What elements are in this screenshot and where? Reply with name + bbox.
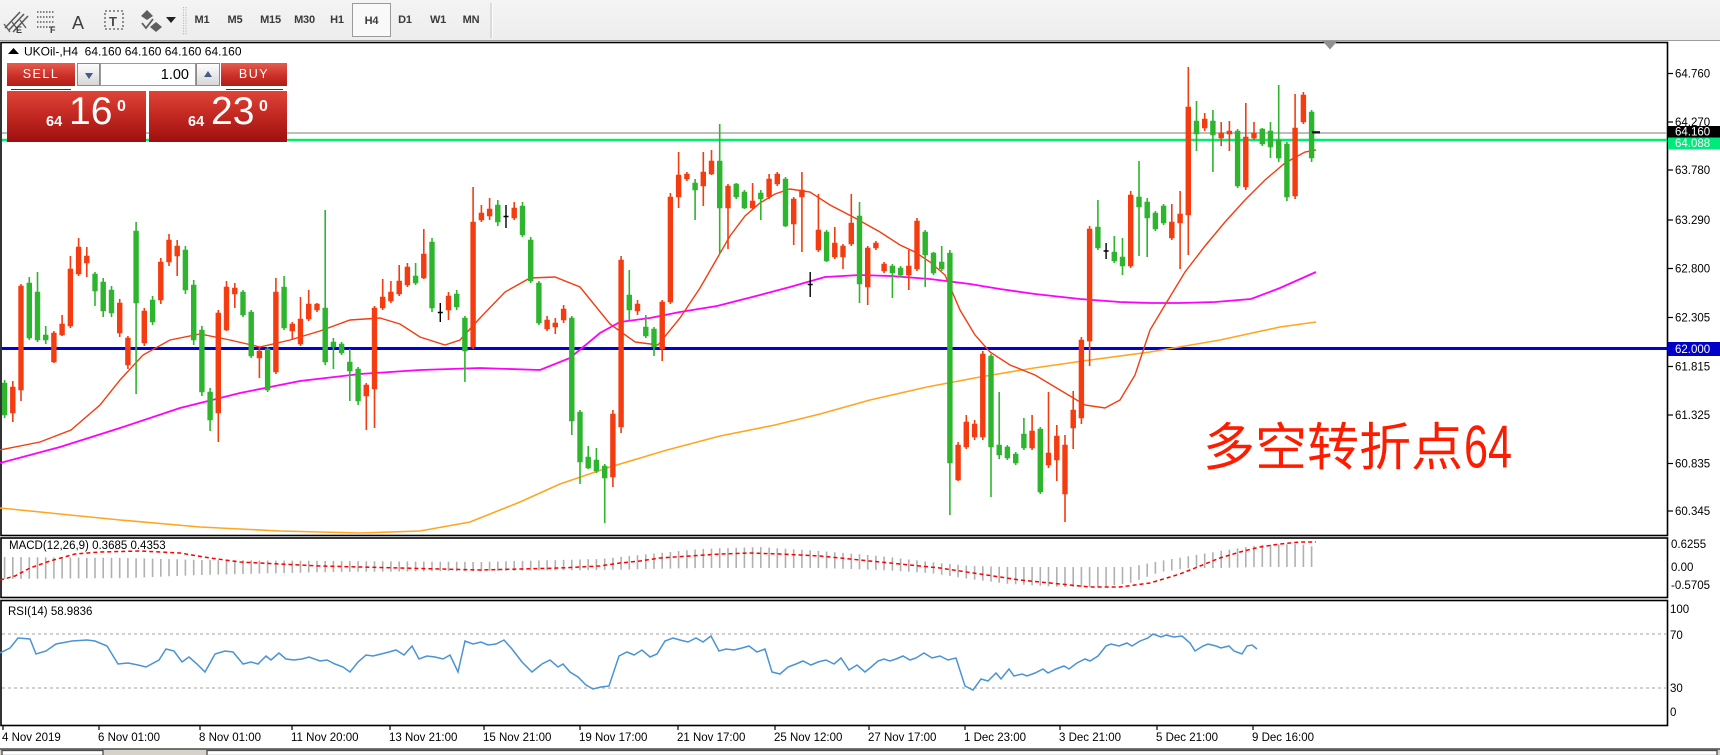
svg-text:62.800: 62.800 xyxy=(1675,264,1710,276)
svg-text:100: 100 xyxy=(1670,604,1689,616)
svg-text:0.6255: 0.6255 xyxy=(1671,539,1706,551)
svg-text:A: A xyxy=(72,13,84,33)
svg-text:0.00: 0.00 xyxy=(1671,562,1693,574)
svg-text:64.088: 64.088 xyxy=(1675,138,1710,150)
svg-text:3 Dec 21:00: 3 Dec 21:00 xyxy=(1059,732,1121,744)
svg-text:60.835: 60.835 xyxy=(1675,459,1710,471)
svg-text:9 Dec 16:00: 9 Dec 16:00 xyxy=(1252,732,1314,744)
svg-text:61.325: 61.325 xyxy=(1675,410,1710,422)
svg-text:0: 0 xyxy=(1670,707,1676,719)
svg-text:13 Nov 21:00: 13 Nov 21:00 xyxy=(389,732,457,744)
svg-text:25 Nov 12:00: 25 Nov 12:00 xyxy=(774,732,842,744)
svg-text:11 Nov 20:00: 11 Nov 20:00 xyxy=(291,732,359,744)
svg-text:19 Nov 17:00: 19 Nov 17:00 xyxy=(579,732,647,744)
svg-text:5 Dec 21:00: 5 Dec 21:00 xyxy=(1156,732,1218,744)
svg-text:F: F xyxy=(50,25,56,35)
svg-text:62.305: 62.305 xyxy=(1675,313,1710,325)
svg-text:MACD(12,26,9) 0.3685 0.4353: MACD(12,26,9) 0.3685 0.4353 xyxy=(9,540,166,552)
svg-text:30: 30 xyxy=(1670,683,1683,695)
svg-text:15 Nov 21:00: 15 Nov 21:00 xyxy=(483,732,551,744)
svg-text:70: 70 xyxy=(1670,630,1683,642)
svg-text:61.815: 61.815 xyxy=(1675,362,1710,374)
svg-text:4 Nov 2019: 4 Nov 2019 xyxy=(2,732,61,744)
svg-text:27 Nov 17:00: 27 Nov 17:00 xyxy=(868,732,936,744)
svg-text:63.290: 63.290 xyxy=(1675,215,1710,227)
svg-text:64.760: 64.760 xyxy=(1675,69,1710,81)
svg-text:T: T xyxy=(109,14,117,29)
svg-text:1 Dec 23:00: 1 Dec 23:00 xyxy=(964,732,1026,744)
svg-text:8 Nov 01:00: 8 Nov 01:00 xyxy=(199,732,261,744)
svg-text:64: 64 xyxy=(1464,415,1512,482)
svg-text:6 Nov 01:00: 6 Nov 01:00 xyxy=(98,732,160,744)
svg-text:E: E xyxy=(16,25,22,35)
svg-text:UKOil-,H4 64.160 64.160 64.16: UKOil-,H4 64.160 64.160 64.160 64.160 xyxy=(24,45,242,59)
svg-text:21 Nov 17:00: 21 Nov 17:00 xyxy=(677,732,745,744)
svg-text:64.160: 64.160 xyxy=(1675,127,1710,139)
svg-text:60.345: 60.345 xyxy=(1675,506,1710,518)
svg-text:-0.5705: -0.5705 xyxy=(1671,580,1710,592)
svg-text:62.000: 62.000 xyxy=(1675,344,1710,356)
svg-text:63.780: 63.780 xyxy=(1675,165,1710,177)
svg-text:RSI(14) 58.9836: RSI(14) 58.9836 xyxy=(8,606,92,618)
